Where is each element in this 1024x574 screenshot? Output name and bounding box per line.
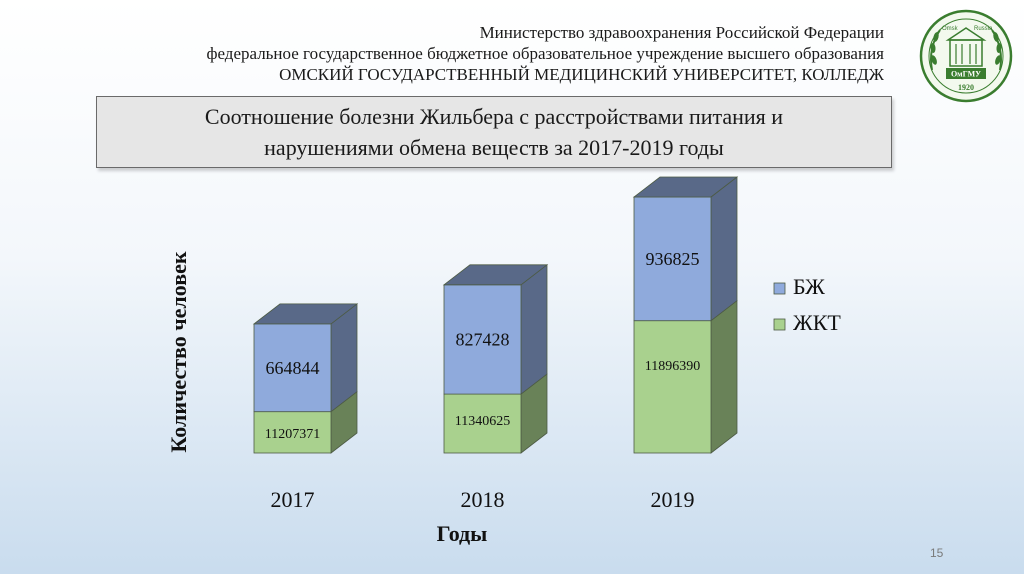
logo-text-russia: Russia xyxy=(974,26,993,32)
bar-side-БЖ-2018 xyxy=(520,264,548,395)
university-logo: Omsk Russia ОмГМУ 1920 xyxy=(919,9,1013,103)
data-label-ЖКТ-2019: 11896390 xyxy=(645,359,700,374)
slide-title-box: Соотношение болезни Жильбера с расстройс… xyxy=(96,96,892,168)
slide-title: Соотношение болезни Жильбера с расстройс… xyxy=(204,104,784,160)
bar-БЖ-2019 xyxy=(633,196,712,322)
bar-БЖ-2018 xyxy=(443,284,522,395)
bar-top-2019 xyxy=(632,176,739,198)
bar-ЖКТ-2017 xyxy=(253,411,332,454)
header-line-institution-type: федеральное государственное бюджетное об… xyxy=(206,44,884,63)
x-tick-label-2019: 2019 xyxy=(651,487,695,512)
x-axis-title: Годы xyxy=(437,521,488,546)
legend-swatch-ЖКТ xyxy=(773,318,786,331)
bar-top-2018 xyxy=(442,264,549,286)
logo-text-name: ОмГМУ xyxy=(951,70,981,79)
page-number: 15 xyxy=(930,546,944,560)
ministry-header: Министерство здравоохранения Российской … xyxy=(124,22,884,85)
y-axis-title: Количество человек xyxy=(166,251,191,452)
bar-side-БЖ-2019 xyxy=(710,176,738,322)
logo-text-omsk: Omsk xyxy=(942,26,959,32)
legend-label-ЖКТ: ЖКТ xyxy=(793,310,841,335)
data-label-ЖКТ-2017: 11207371 xyxy=(265,427,320,442)
header-line-university: ОМСКИЙ ГОСУДАРСТВЕННЫЙ МЕДИЦИНСКИЙ УНИВЕ… xyxy=(279,65,884,84)
bar-side-ЖКТ-2019 xyxy=(710,299,738,454)
data-label-БЖ-2017: 664844 xyxy=(266,358,320,378)
legend-label-БЖ: БЖ xyxy=(793,274,825,299)
data-label-БЖ-2019: 936825 xyxy=(646,249,700,269)
bar-top-2017 xyxy=(252,303,359,325)
logo-text-year: 1920 xyxy=(958,83,974,92)
x-tick-label-2017: 2017 xyxy=(271,487,315,512)
data-label-ЖКТ-2018: 11340625 xyxy=(455,414,510,429)
bar-ЖКТ-2018 xyxy=(443,393,522,454)
header-line-ministry: Министерство здравоохранения Российской … xyxy=(479,23,884,42)
bar-ЖКТ-2019 xyxy=(633,320,712,454)
data-label-БЖ-2018: 827428 xyxy=(456,329,510,349)
legend-swatch-БЖ xyxy=(773,282,786,295)
x-tick-label-2018: 2018 xyxy=(461,487,505,512)
